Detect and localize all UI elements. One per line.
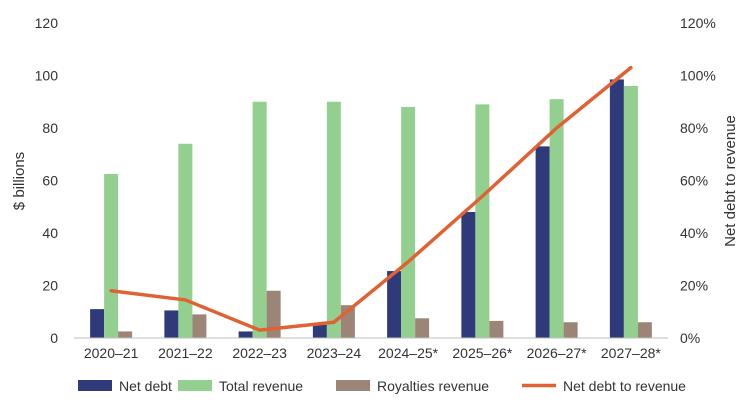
y-tick-label-left: 40 [42,225,58,241]
bar-total-revenue [104,173,119,338]
bar-net-debt [387,271,402,338]
x-tick-label: 2026–27* [527,345,588,361]
y-axis-label-right: Net debt to revenue [722,115,739,247]
bar-royalties-revenue [415,318,430,338]
bar-net-debt [312,324,327,338]
y-tick-label-left: 100 [35,68,59,84]
bar-total-revenue [326,101,341,338]
y-tick-label-left: 20 [42,278,58,294]
plot-area: 0 20 40 60 80 100 120 0% 20% 40% 60% 80% 100% 120% 202… [35,15,716,361]
legend-label-net-debt: Net debt [119,378,172,394]
y-tick-label-right: 40% [680,225,708,241]
bar-total-revenue [549,99,564,338]
legend-label-total-revenue: Total revenue [219,378,303,394]
legend-swatch-total-revenue [178,380,212,391]
bar-net-debt [164,310,179,338]
x-tick-label: 2020–21 [84,345,139,361]
y-axis-label-left: $ billions [11,152,28,210]
bar-net-debt [609,79,624,338]
bar-total-revenue [623,86,638,338]
y-tick-label-right: 0% [680,330,700,346]
x-tick-label: 2024–25* [378,345,439,361]
x-tick-label: 2025–26* [452,345,513,361]
x-tick-label: 2023–24 [307,345,362,361]
x-tick-label: 2021–22 [158,345,213,361]
y-tick-label-right: 120% [680,15,716,31]
y-tick-label-right: 20% [680,278,708,294]
y-tick-label-right: 60% [680,173,708,189]
line-net-debt-to-revenue [109,65,633,332]
x-tick-label: 2022–23 [232,345,287,361]
bar-royalties-revenue [118,331,133,338]
bar-royalties-revenue [266,290,281,338]
bar-royalties-revenue [637,322,652,338]
y-tick-label-right: 80% [680,120,708,136]
bar-net-debt [90,309,105,338]
bar-total-revenue [178,143,193,338]
y-tick-label-left: 0 [50,330,58,346]
bar-royalties-revenue [563,322,578,338]
legend-label-royalties-revenue: Royalties revenue [377,378,489,394]
legend-swatch-net-debt [78,380,112,391]
y-tick-label-left: 120 [35,15,59,31]
y-tick-label-right: 100% [680,68,716,84]
legend: Net debt Total revenue Royalties revenue Ne… [78,378,686,394]
bar-net-debt [461,212,476,338]
y-tick-label-left: 60 [42,173,58,189]
bar-total-revenue [252,101,267,338]
bar-royalties-revenue [192,314,207,338]
bar-net-debt [238,331,253,338]
bar-total-revenue [401,107,416,338]
legend-label-net-debt-to-revenue: Net debt to revenue [563,378,686,394]
bar-total-revenue [475,104,490,338]
bar-royalties-revenue [489,320,504,338]
y-tick-label-left: 80 [42,120,58,136]
legend-swatch-royalties-revenue [336,380,370,391]
bar-net-debt [535,146,550,338]
x-tick-label: 2027–28* [601,345,662,361]
